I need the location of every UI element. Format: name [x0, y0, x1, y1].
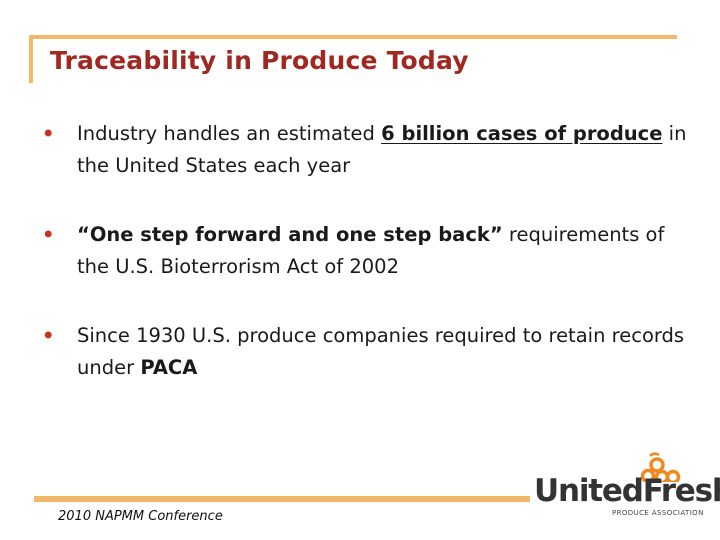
title-frame-left-line: [29, 35, 33, 83]
logo-word-fresh: Fresh: [642, 473, 720, 509]
bullet-item-1: • Industry handles an estimated 6 billio…: [40, 118, 700, 182]
bullet-list: • Industry handles an estimated 6 billio…: [40, 118, 700, 384]
bullet-2-emphasis: “One step forward and one step back”: [77, 223, 503, 246]
bullet-3-text: Since 1930 U.S. produce companies requir…: [77, 324, 685, 379]
footer-rule: [34, 496, 530, 502]
bullet-marker: •: [42, 324, 55, 347]
bullet-1-emphasis: 6 billion cases of produce: [381, 122, 663, 145]
bullet-3-emphasis: PACA: [140, 356, 198, 379]
bullet-item-2: • “One step forward and one step back” r…: [40, 219, 700, 283]
logo-tagline: PRODUCE ASSOCIATION: [612, 509, 704, 517]
bullet-2-text-end: requirements of the U.S. Bioterrorism Ac…: [77, 223, 665, 278]
bullet-marker: •: [42, 223, 55, 246]
logo-word-united: United: [534, 473, 644, 509]
bullet-1-text: Industry handles an estimated: [77, 122, 382, 145]
footer-conference-label: 2010 NAPMM Conference: [58, 509, 223, 524]
united-fresh-logo: UnitedFresh PRODUCE ASSOCIATION: [530, 452, 720, 524]
bullet-1-text-end: in the United States each year: [77, 122, 687, 177]
produce-bunch-icon: [640, 452, 681, 482]
logo-wordmark: UnitedFresh: [534, 474, 720, 508]
bullet-item-3: • Since 1930 U.S. produce companies requ…: [40, 320, 700, 384]
title-frame-top-line: [29, 35, 677, 39]
slide-title: Traceability in Produce Today: [50, 46, 469, 75]
bullet-marker: •: [42, 122, 55, 145]
